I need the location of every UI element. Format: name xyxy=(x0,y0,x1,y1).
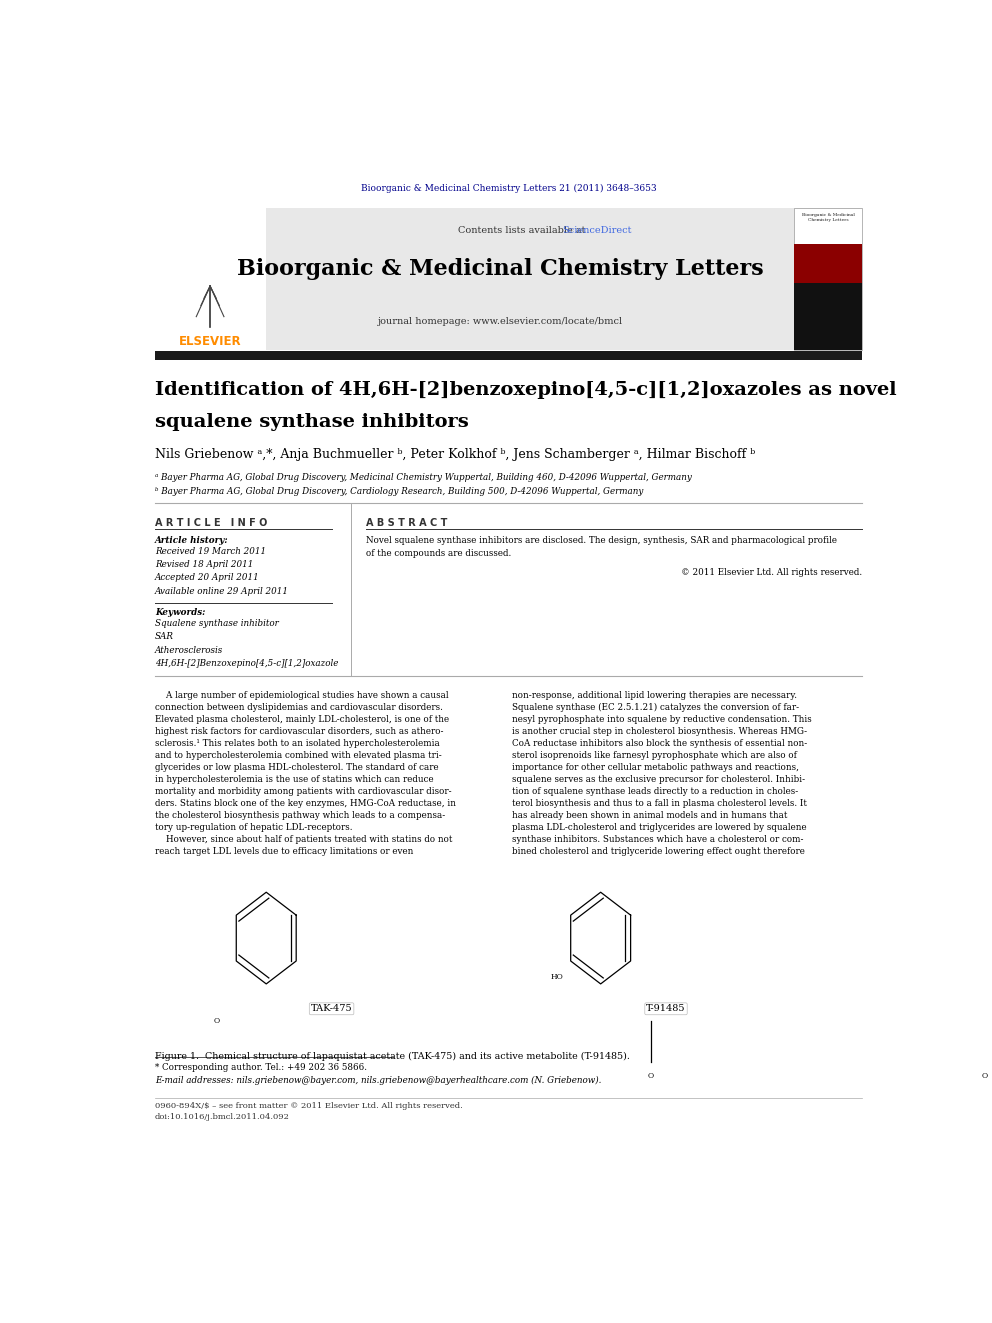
Bar xyxy=(795,208,862,351)
Text: Identification of 4H,6H-[2]benzoxepino[4,5-c][1,2]oxazoles as novel: Identification of 4H,6H-[2]benzoxepino[4… xyxy=(155,381,897,398)
Text: Received 19 March 2011: Received 19 March 2011 xyxy=(155,546,266,556)
Text: mortality and morbidity among patients with cardiovascular disor-: mortality and morbidity among patients w… xyxy=(155,787,451,795)
Bar xyxy=(795,245,862,283)
Text: Bioorganic & Medicinal Chemistry Letters: Bioorganic & Medicinal Chemistry Letters xyxy=(237,258,764,279)
Text: importance for other cellular metabolic pathways and reactions,: importance for other cellular metabolic … xyxy=(512,762,800,771)
Text: ᵇ Bayer Pharma AG, Global Drug Discovery, Cardiology Research, Building 500, D-4: ᵇ Bayer Pharma AG, Global Drug Discovery… xyxy=(155,487,643,496)
Text: doi:10.1016/j.bmcl.2011.04.092: doi:10.1016/j.bmcl.2011.04.092 xyxy=(155,1113,290,1122)
Text: sterol isoprenoids like farnesyl pyrophosphate which are also of: sterol isoprenoids like farnesyl pyropho… xyxy=(512,750,798,759)
Text: highest risk factors for cardiovascular disorders, such as athero-: highest risk factors for cardiovascular … xyxy=(155,726,443,736)
Text: Elevated plasma cholesterol, mainly LDL-cholesterol, is one of the: Elevated plasma cholesterol, mainly LDL-… xyxy=(155,714,448,724)
Text: E-mail addresses: nils.griebenow@bayer.com, nils.griebenow@bayerhealthcare.com (: E-mail addresses: nils.griebenow@bayer.c… xyxy=(155,1076,601,1085)
Text: sclerosis.¹ This relates both to an isolated hypercholesterolemia: sclerosis.¹ This relates both to an isol… xyxy=(155,738,439,747)
Bar xyxy=(155,208,862,351)
Bar xyxy=(155,352,862,360)
Text: 4H,6H-[2]Benzoxepino[4,5-c][1,2]oxazole: 4H,6H-[2]Benzoxepino[4,5-c][1,2]oxazole xyxy=(155,659,338,668)
Bar xyxy=(155,208,266,351)
Text: is another crucial step in cholesterol biosynthesis. Whereas HMG-: is another crucial step in cholesterol b… xyxy=(512,726,807,736)
Text: ders. Statins block one of the key enzymes, HMG-CoA reductase, in: ders. Statins block one of the key enzym… xyxy=(155,799,455,808)
Text: in hypercholesterolemia is the use of statins which can reduce: in hypercholesterolemia is the use of st… xyxy=(155,775,434,783)
Text: synthase inhibitors. Substances which have a cholesterol or com-: synthase inhibitors. Substances which ha… xyxy=(512,835,804,844)
Text: Squalene synthase (EC 2.5.1.21) catalyzes the conversion of far-: Squalene synthase (EC 2.5.1.21) catalyze… xyxy=(512,703,800,712)
Text: A large number of epidemiological studies have shown a causal: A large number of epidemiological studie… xyxy=(155,691,448,700)
Text: the cholesterol biosynthesis pathway which leads to a compensa-: the cholesterol biosynthesis pathway whi… xyxy=(155,811,445,820)
Text: © 2011 Elsevier Ltd. All rights reserved.: © 2011 Elsevier Ltd. All rights reserved… xyxy=(681,569,862,577)
Text: ELSEVIER: ELSEVIER xyxy=(179,335,241,348)
Text: 0960-894X/$ – see front matter © 2011 Elsevier Ltd. All rights reserved.: 0960-894X/$ – see front matter © 2011 El… xyxy=(155,1102,462,1110)
Text: Squalene synthase inhibitor: Squalene synthase inhibitor xyxy=(155,619,279,628)
Text: connection between dyslipidemias and cardiovascular disorders.: connection between dyslipidemias and car… xyxy=(155,703,442,712)
Text: TAK-475: TAK-475 xyxy=(310,1004,352,1013)
Text: O: O xyxy=(648,1072,654,1080)
Bar xyxy=(795,283,862,351)
Text: Revised 18 April 2011: Revised 18 April 2011 xyxy=(155,560,253,569)
Text: Bioorganic & Medicinal
Chemistry Letters: Bioorganic & Medicinal Chemistry Letters xyxy=(802,213,855,222)
Text: CoA reductase inhibitors also block the synthesis of essential non-: CoA reductase inhibitors also block the … xyxy=(512,738,807,747)
Text: SAR: SAR xyxy=(155,632,174,642)
Text: O: O xyxy=(213,1016,219,1024)
Text: Novel squalene synthase inhibitors are disclosed. The design, synthesis, SAR and: Novel squalene synthase inhibitors are d… xyxy=(366,536,837,545)
Text: Nils Griebenow ᵃ,*, Anja Buchmueller ᵇ, Peter Kolkhof ᵇ, Jens Schamberger ᵃ, Hil: Nils Griebenow ᵃ,*, Anja Buchmueller ᵇ, … xyxy=(155,448,755,462)
Text: tion of squalene synthase leads directly to a reduction in choles-: tion of squalene synthase leads directly… xyxy=(512,787,799,795)
Text: Figure 1.  Chemical structure of lapaquistat acetate (TAK-475) and its active me: Figure 1. Chemical structure of lapaquis… xyxy=(155,1052,630,1061)
Text: and to hypercholesterolemia combined with elevated plasma tri-: and to hypercholesterolemia combined wit… xyxy=(155,750,441,759)
Text: reach target LDL levels due to efficacy limitations or even: reach target LDL levels due to efficacy … xyxy=(155,847,413,856)
Text: O: O xyxy=(982,1072,988,1080)
Text: Keywords:: Keywords: xyxy=(155,609,205,617)
Text: Contents lists available at: Contents lists available at xyxy=(458,226,589,235)
Text: glycerides or low plasma HDL-cholesterol. The standard of care: glycerides or low plasma HDL-cholesterol… xyxy=(155,762,438,771)
Text: plasma LDL-cholesterol and triglycerides are lowered by squalene: plasma LDL-cholesterol and triglycerides… xyxy=(512,823,806,832)
Text: of the compounds are discussed.: of the compounds are discussed. xyxy=(366,549,512,558)
Text: nesyl pyrophosphate into squalene by reductive condensation. This: nesyl pyrophosphate into squalene by red… xyxy=(512,714,812,724)
Text: squalene serves as the exclusive precursor for cholesterol. Inhibi-: squalene serves as the exclusive precurs… xyxy=(512,775,806,783)
Text: Available online 29 April 2011: Available online 29 April 2011 xyxy=(155,586,289,595)
Text: ScienceDirect: ScienceDirect xyxy=(562,226,632,235)
Text: * Corresponding author. Tel.: +49 202 36 5866.: * Corresponding author. Tel.: +49 202 36… xyxy=(155,1064,367,1073)
Text: Atherosclerosis: Atherosclerosis xyxy=(155,646,223,655)
Text: terol biosynthesis and thus to a fall in plasma cholesterol levels. It: terol biosynthesis and thus to a fall in… xyxy=(512,799,807,808)
Text: Article history:: Article history: xyxy=(155,536,228,545)
Text: A B S T R A C T: A B S T R A C T xyxy=(366,519,447,528)
Text: bined cholesterol and triglyceride lowering effect ought therefore: bined cholesterol and triglyceride lower… xyxy=(512,847,806,856)
Text: ᵃ Bayer Pharma AG, Global Drug Discovery, Medicinal Chemistry Wuppertal, Buildin: ᵃ Bayer Pharma AG, Global Drug Discovery… xyxy=(155,472,691,482)
Text: Accepted 20 April 2011: Accepted 20 April 2011 xyxy=(155,573,260,582)
Text: A R T I C L E   I N F O: A R T I C L E I N F O xyxy=(155,519,267,528)
Text: Bioorganic & Medicinal Chemistry Letters 21 (2011) 3648–3653: Bioorganic & Medicinal Chemistry Letters… xyxy=(360,184,657,193)
Text: However, since about half of patients treated with statins do not: However, since about half of patients tr… xyxy=(155,835,452,844)
Text: squalene synthase inhibitors: squalene synthase inhibitors xyxy=(155,413,468,431)
Text: non-response, additional lipid lowering therapies are necessary.: non-response, additional lipid lowering … xyxy=(512,691,798,700)
Text: T-91485: T-91485 xyxy=(646,1004,685,1013)
Text: tory up-regulation of hepatic LDL-receptors.: tory up-regulation of hepatic LDL-recept… xyxy=(155,823,352,832)
Text: has already been shown in animal models and in humans that: has already been shown in animal models … xyxy=(512,811,788,820)
Text: journal homepage: www.elsevier.com/locate/bmcl: journal homepage: www.elsevier.com/locat… xyxy=(378,316,623,325)
Text: HO: HO xyxy=(551,972,563,980)
